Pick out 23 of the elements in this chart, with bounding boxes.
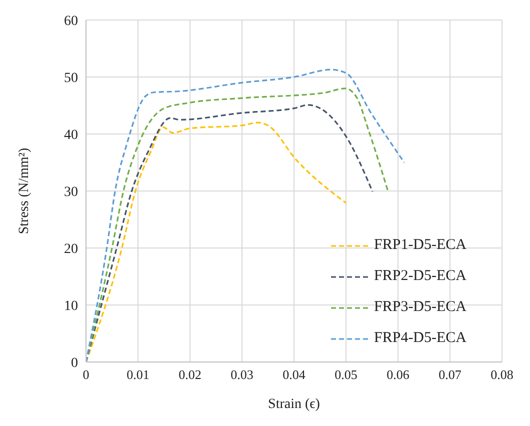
x-tick-label: 0.03	[230, 367, 254, 382]
legend-label: FRP1-D5-ECA	[374, 237, 467, 254]
y-tick-label: 30	[64, 184, 78, 200]
y-tick-label: 20	[64, 242, 78, 257]
x-tick-label: 0.07	[438, 367, 462, 382]
x-tick-label: 0.06	[386, 367, 410, 382]
x-tick-label: 0.02	[178, 367, 202, 382]
y-tick-label: 10	[64, 298, 78, 314]
y-tick-label: 40	[64, 128, 78, 143]
x-tick-label: 0	[82, 367, 90, 382]
x-tick-label: 0.01	[126, 367, 150, 382]
x-axis-title: Strain (ϵ)	[268, 397, 320, 412]
x-tick-label: 0.05	[334, 367, 358, 382]
y-tick-label: 50	[64, 70, 78, 86]
y-axis-title: Stress (N/mm²)	[16, 148, 32, 234]
legend-label: FRP2-D5-ECA	[374, 268, 467, 285]
y-tick-label: 60	[64, 14, 78, 29]
legend-label: FRP3-D5-ECA	[374, 299, 467, 316]
y-tick-label: 0	[71, 356, 78, 371]
x-tick-label: 0.04	[282, 367, 306, 382]
legend-label: FRP4-D5-ECA	[374, 330, 467, 347]
line-series	[86, 122, 347, 362]
x-tick-label: 0.08	[490, 367, 514, 382]
